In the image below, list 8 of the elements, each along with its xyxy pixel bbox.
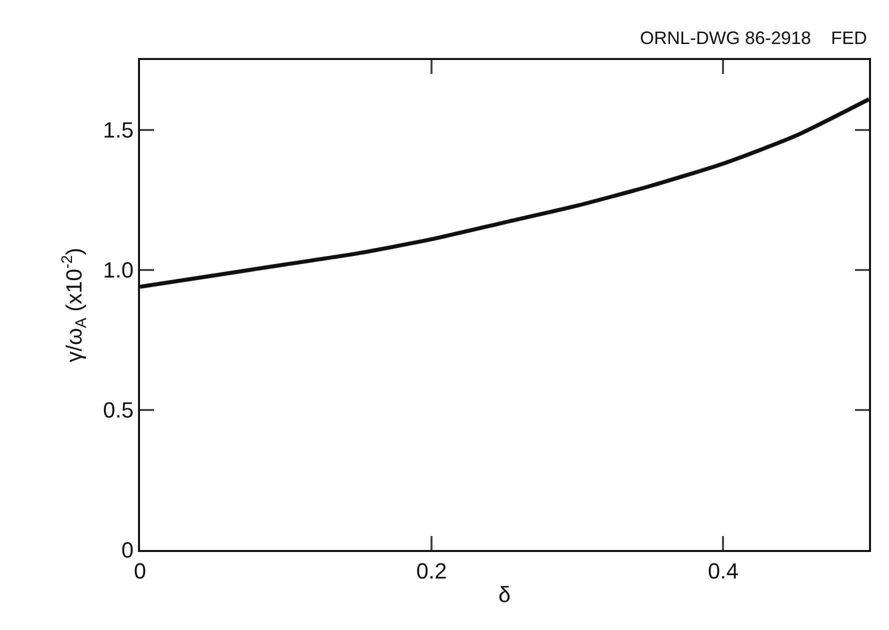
y-tick-label: 0 (121, 538, 134, 563)
x-axis-title: δ (498, 582, 511, 607)
x-tick-label: 0.2 (416, 558, 447, 584)
x-tick-label: 0.4 (708, 558, 738, 584)
text: ORNL-DWG 86-2918 FED (640, 28, 868, 48)
y-tick-label: 1.0 (103, 258, 134, 283)
y-tick-label: 1.5 (103, 118, 134, 143)
y-tick-label: 0.5 (103, 398, 134, 423)
